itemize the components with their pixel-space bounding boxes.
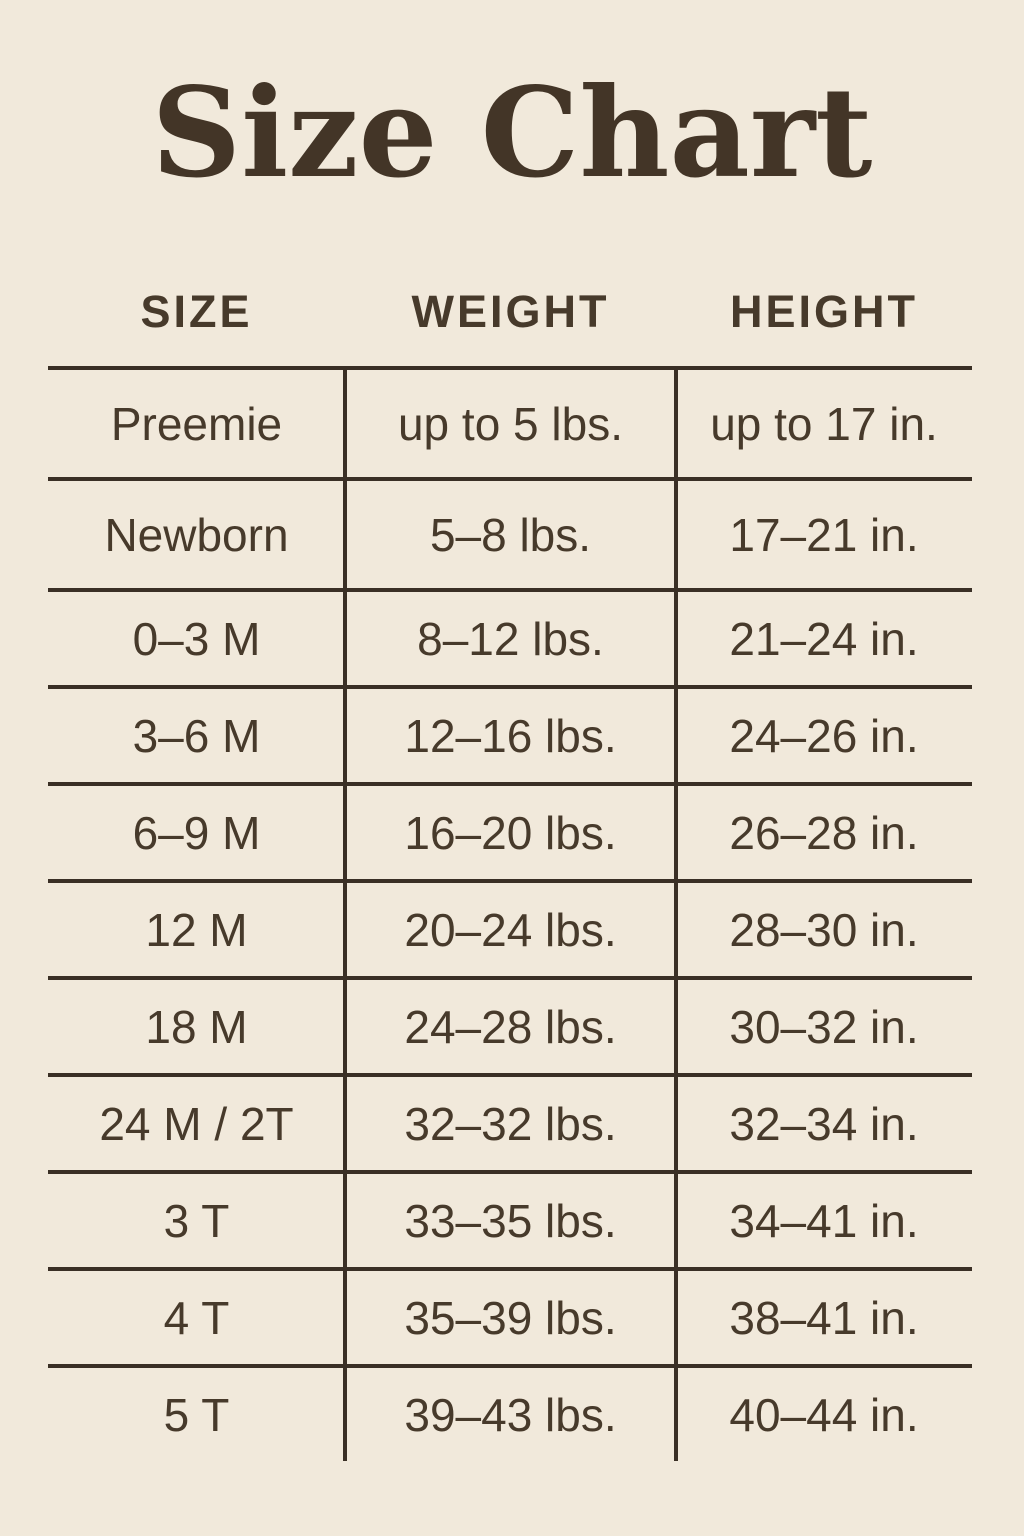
- size-cell: Newborn: [104, 508, 289, 561]
- table-row: 3–6 M 12–16 lbs. 24–26 in.: [48, 685, 972, 782]
- weight-cell: 16–20 lbs.: [404, 806, 617, 859]
- weight-cell: 33–35 lbs.: [404, 1194, 617, 1247]
- height-cell: 40–44 in.: [729, 1388, 919, 1441]
- height-cell: 26–28 in.: [729, 806, 919, 859]
- table-row: Preemie up to 5 lbs. up to 17 in.: [48, 366, 972, 477]
- height-cell: up to 17 in.: [710, 397, 938, 450]
- weight-cell: 12–16 lbs.: [404, 709, 617, 762]
- table-row: 6–9 M 16–20 lbs. 26–28 in.: [48, 782, 972, 879]
- size-cell: 5 T: [163, 1388, 230, 1441]
- column-header-size: SIZE: [140, 286, 253, 337]
- size-cell: Preemie: [110, 397, 283, 450]
- table-row: 3 T 33–35 lbs. 34–41 in.: [48, 1170, 972, 1267]
- weight-cell: 24–28 lbs.: [404, 1000, 617, 1053]
- height-cell: 34–41 in.: [729, 1194, 919, 1247]
- weight-cell: 32–32 lbs.: [404, 1097, 617, 1150]
- weight-cell: 39–43 lbs.: [404, 1388, 617, 1441]
- size-cell: 0–3 M: [132, 612, 261, 665]
- weight-cell: 5–8 lbs.: [429, 508, 592, 561]
- size-cell: 6–9 M: [132, 806, 261, 859]
- size-cell: 4 T: [163, 1291, 230, 1344]
- height-cell: 28–30 in.: [729, 903, 919, 956]
- column-header-weight: WEIGHT: [411, 286, 610, 337]
- height-cell: 21–24 in.: [729, 612, 919, 665]
- column-divider-1: [343, 366, 347, 1461]
- table-row: 4 T 35–39 lbs. 38–41 in.: [48, 1267, 972, 1364]
- table-row: 18 M 24–28 lbs. 30–32 in.: [48, 976, 972, 1073]
- table-body: Preemie up to 5 lbs. up to 17 in. Newborn 5–…: [48, 366, 972, 1461]
- size-cell: 12 M: [145, 903, 248, 956]
- height-cell: 17–21 in.: [729, 508, 919, 561]
- table-header: SIZE WEIGHT HEIGHT: [48, 286, 972, 338]
- table-row: 12 M 20–24 lbs. 28–30 in.: [48, 879, 972, 976]
- size-cell: 3–6 M: [132, 709, 261, 762]
- size-cell: 3 T: [163, 1194, 230, 1247]
- height-cell: 32–34 in.: [729, 1097, 919, 1150]
- weight-cell: up to 5 lbs.: [397, 397, 624, 450]
- table-row: 5 T 39–43 lbs. 40–44 in.: [48, 1364, 972, 1461]
- height-cell: 30–32 in.: [729, 1000, 919, 1053]
- size-cell: 24 M / 2T: [99, 1097, 294, 1150]
- height-cell: 24–26 in.: [729, 709, 919, 762]
- column-divider-2: [673, 366, 678, 1461]
- table-row: 0–3 M 8–12 lbs. 21–24 in.: [48, 588, 972, 685]
- table-row: 24 M / 2T 32–32 lbs. 32–34 in.: [48, 1073, 972, 1170]
- height-cell: 38–41 in.: [729, 1291, 919, 1344]
- table-row: Newborn 5–8 lbs. 17–21 in.: [48, 477, 972, 588]
- size-cell: 18 M: [145, 1000, 248, 1053]
- column-header-height: HEIGHT: [729, 286, 918, 337]
- weight-cell: 20–24 lbs.: [404, 903, 617, 956]
- weight-cell: 8–12 lbs.: [417, 612, 604, 665]
- page-title: Size Chart: [151, 61, 873, 206]
- size-chart-table: Preemie up to 5 lbs. up to 17 in. Newborn 5–…: [48, 366, 972, 1461]
- weight-cell: 35–39 lbs.: [404, 1291, 617, 1344]
